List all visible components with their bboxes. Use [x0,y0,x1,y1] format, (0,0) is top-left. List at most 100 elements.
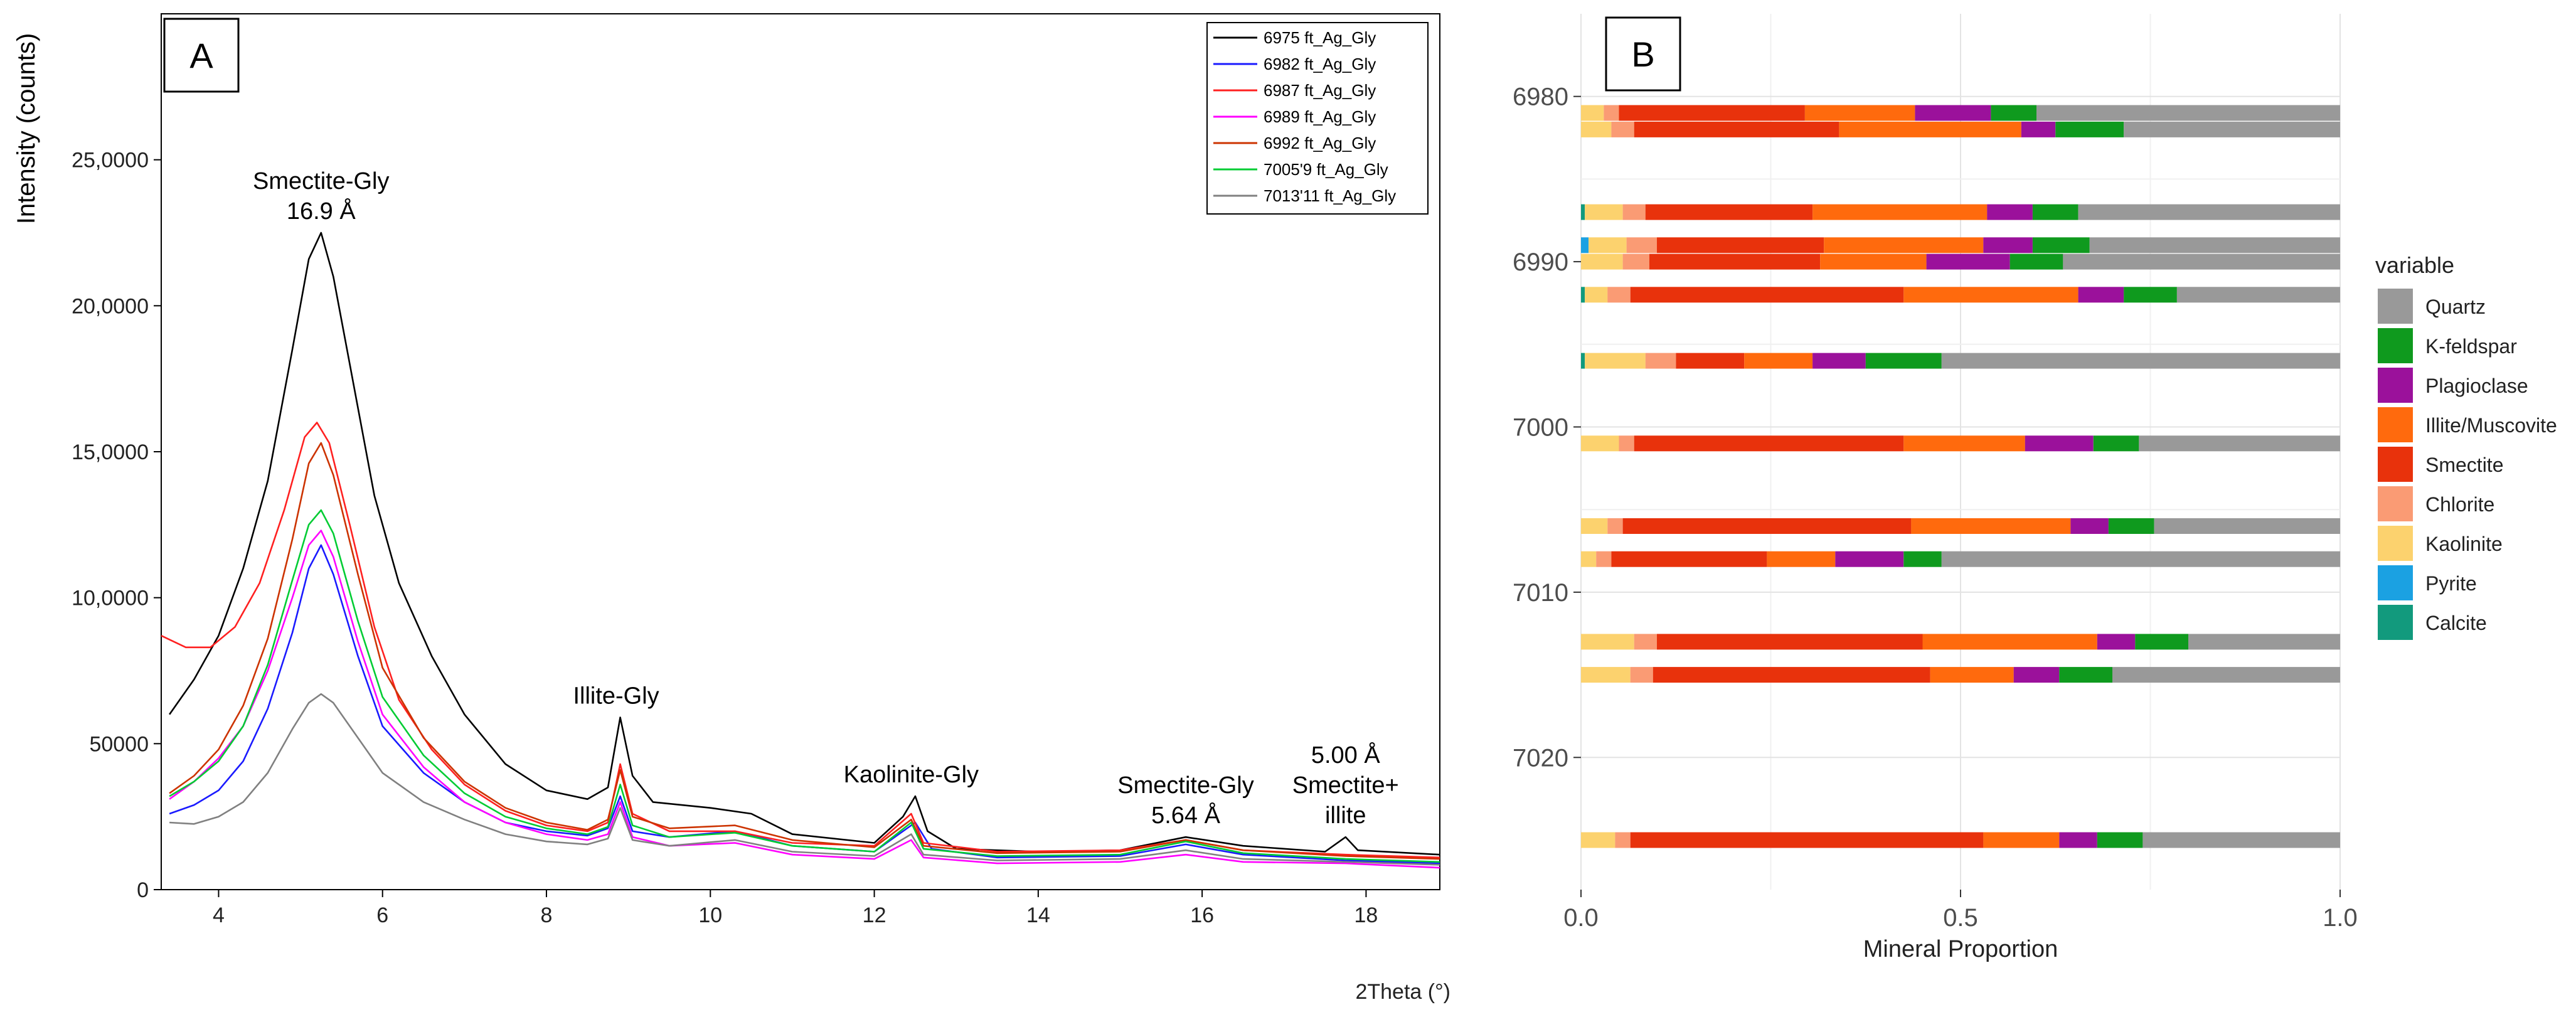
panel-b-bar-segment-plagioclase [1983,237,2033,253]
panel-b-bar-segment-k-feldspar [1865,353,1942,369]
panel-b-bar-segment-smectite [1657,237,1824,253]
panel-b-bar-segment-quartz [2112,667,2340,683]
panel-b-bar-segment-illite-muscovite [1804,105,1915,121]
panel-a-annotation-text: Illite-Gly [573,683,659,709]
panel-b-label: B [1631,35,1654,74]
panel-b-bar-segment-plagioclase [2021,121,2056,137]
panel-b-bar-segment-illite-muscovite [1839,121,2021,137]
panel-b-legend-title: variable [2375,252,2454,278]
panel-a-x-tick-label: 18 [1355,903,1378,927]
panel-a-legend-label: 6975 ft_Ag_Gly [1264,28,1376,47]
panel-b-bar-segment-smectite [1653,667,1930,683]
panel-b-bar-segment-quartz [2154,518,2340,534]
panel-b-bar-segment-quartz [2089,237,2340,253]
panel-a-series-line-4 [169,530,1440,869]
panel-b-legend-swatch [2378,407,2413,442]
panel-b-bar-segment-k-feldspar [2009,253,2063,270]
panel-b-bar-segment-quartz [2078,204,2340,220]
panel-a-annotation-text: illite [1325,802,1366,829]
panel-b-bar-segment-illite-muscovite [1767,551,1836,567]
panel-a-series-line-5 [169,442,1440,860]
panel-b-bar-segment-plagioclase [1835,551,1904,567]
panel-a-label-box: A [163,18,240,93]
panel-b-bar-segment-quartz [2142,832,2340,848]
panel-b-bar-segment-kaolinite [1581,105,1604,121]
panel-b-bar-segment-smectite [1619,105,1805,121]
panel-a-y-tick-label: 50000 [89,732,149,756]
panel-b-legend-label: Smectite [2425,454,2503,476]
panel-b-bar-segment-illite-muscovite [1812,204,1988,220]
panel-b-bar-segment-kaolinite [1589,237,1627,253]
panel-b-bar-segment-kaolinite [1581,667,1631,683]
panel-b-bar-segment-illite-muscovite [1983,832,2060,848]
panel-b-bar-segment-kaolinite [1581,518,1608,534]
panel-b-bar-segment-quartz [2063,253,2340,270]
panel-b-bar-segment-k-feldspar [1903,551,1942,567]
panel-b-chart: 6980 6990 7000 7010 7020 0.0 0.5 1.0 B Mineral … [1513,14,2557,962]
panel-b-bar-segment-quartz [2036,105,2340,121]
panel-b-legend-swatch [2378,328,2413,363]
panel-a-annotation-text: Kaolinite-Gly [844,762,979,788]
panel-b-bar-segment-chlorite [1604,105,1619,121]
panel-b-bar-segment-illite-muscovite [1930,667,2014,683]
panel-b-bar-segment-illite-muscovite [1744,353,1813,369]
panel-b-bar-segment-k-feldspar [2059,667,2112,683]
panel-a-y-tick-label: 0 [137,878,149,902]
panel-a-x-axis-label: 2Theta (°) [1355,980,1450,1004]
panel-b-bar-segment-k-feldspar [2124,287,2177,303]
panel-b-legend-swatch [2378,565,2413,600]
panel-b-bar-segment-k-feldspar [2135,634,2188,650]
panel-a-x-tick-label: 10 [698,903,722,927]
panel-b-bar-segment-calcite [1581,287,1585,303]
panel-b-legend-label: Kaolinite [2425,533,2503,555]
panel-b-bar-segment-kaolinite [1585,287,1608,303]
panel-a-y-tick-label: 15,0000 [72,440,149,464]
panel-a-x-tick-label: 8 [541,903,553,927]
panel-b-bar-segment-illite-muscovite [1903,287,2078,303]
panel-a-y-tick-label: 20,0000 [72,294,149,318]
panel-b-legend-swatch [2378,605,2413,640]
panel-a-series-line-2 [169,544,1440,865]
panel-b-bar-segment-quartz [2124,121,2340,137]
panel-a-annotation-text: 5.00 Å [1311,741,1381,769]
panel-b-bar-segment-kaolinite [1581,121,1612,137]
panel-b-y-tick-label: 6990 [1513,248,1568,276]
panel-a-annotation-text: 5.64 Å [1151,801,1221,829]
panel-b-bar-segment-chlorite [1596,551,1612,567]
panel-b-x-axis-label: Mineral Proportion [1863,936,2058,962]
panel-b-bar-segment-pyrite [1581,237,1589,253]
panel-b-legend-swatch [2378,447,2413,482]
panel-b-x-tick-label: 1.0 [2323,904,2358,932]
panel-a-legend: 6975 ft_Ag_Gly 6982 ft_Ag_Gly 6987 ft_Ag_G… [1206,22,1429,215]
panel-a-legend-label: 6989 ft_Ag_Gly [1264,107,1376,126]
panel-b-y-tick-label: 6980 [1513,83,1568,111]
panel-a-y-axis-label: Intensity (counts) [13,33,40,225]
panel-b-legend-label: Chlorite [2425,493,2494,516]
panel-a-legend-box [1206,22,1429,215]
panel-b-bar-segment-chlorite [1645,353,1676,369]
panel-a-series-line-3 [161,422,1440,859]
panel-a-annotation-text: Smectite+ [1292,772,1399,799]
panel-b-y-tick-label: 7010 [1513,579,1568,607]
panel-b-bar-segment-kaolinite [1585,204,1623,220]
panel-b-bar-segment-kaolinite [1581,551,1597,567]
panel-a-chart: 4 6 8 10 12 14 16 18 0 50000 10,0000 15,0000 20,0000… [13,13,1450,1004]
panel-b-x-tick-label: 0.5 [1943,904,1978,932]
panel-b-bar-segment-smectite [1634,121,1839,137]
panel-a-legend-label: 7013'11 ft_Ag_Gly [1264,186,1396,205]
panel-b-bar-segment-k-feldspar [2108,518,2154,534]
panel-b-bar-segment-quartz [2176,287,2340,303]
panel-b-bar-segment-illite-muscovite [1903,435,2025,452]
panel-a-legend-label: 6982 ft_Ag_Gly [1264,55,1376,73]
panel-b-bar-segment-illite-muscovite [1824,237,1984,253]
panel-b-bar-segment-quartz [1941,353,2341,369]
panel-b-bar-segment-plagioclase [2078,287,2124,303]
panel-b-bar-segment-plagioclase [1812,353,1866,369]
panel-b-bar-segment-kaolinite [1585,353,1646,369]
panel-a-legend-label: 6992 ft_Ag_Gly [1264,134,1376,152]
panel-b-bar-segment-plagioclase [2013,667,2060,683]
panel-b-bar-segment-smectite [1649,253,1821,270]
panel-b-legend-label: Illite/Muscovite [2425,414,2557,437]
panel-b-bar-segment-smectite [1630,287,1904,303]
panel-b-bar-segment-plagioclase [1915,105,1991,121]
